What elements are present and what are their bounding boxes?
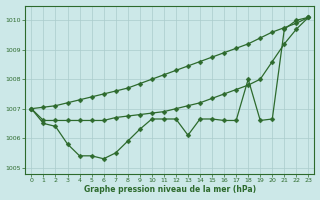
X-axis label: Graphe pression niveau de la mer (hPa): Graphe pression niveau de la mer (hPa) <box>84 185 256 194</box>
